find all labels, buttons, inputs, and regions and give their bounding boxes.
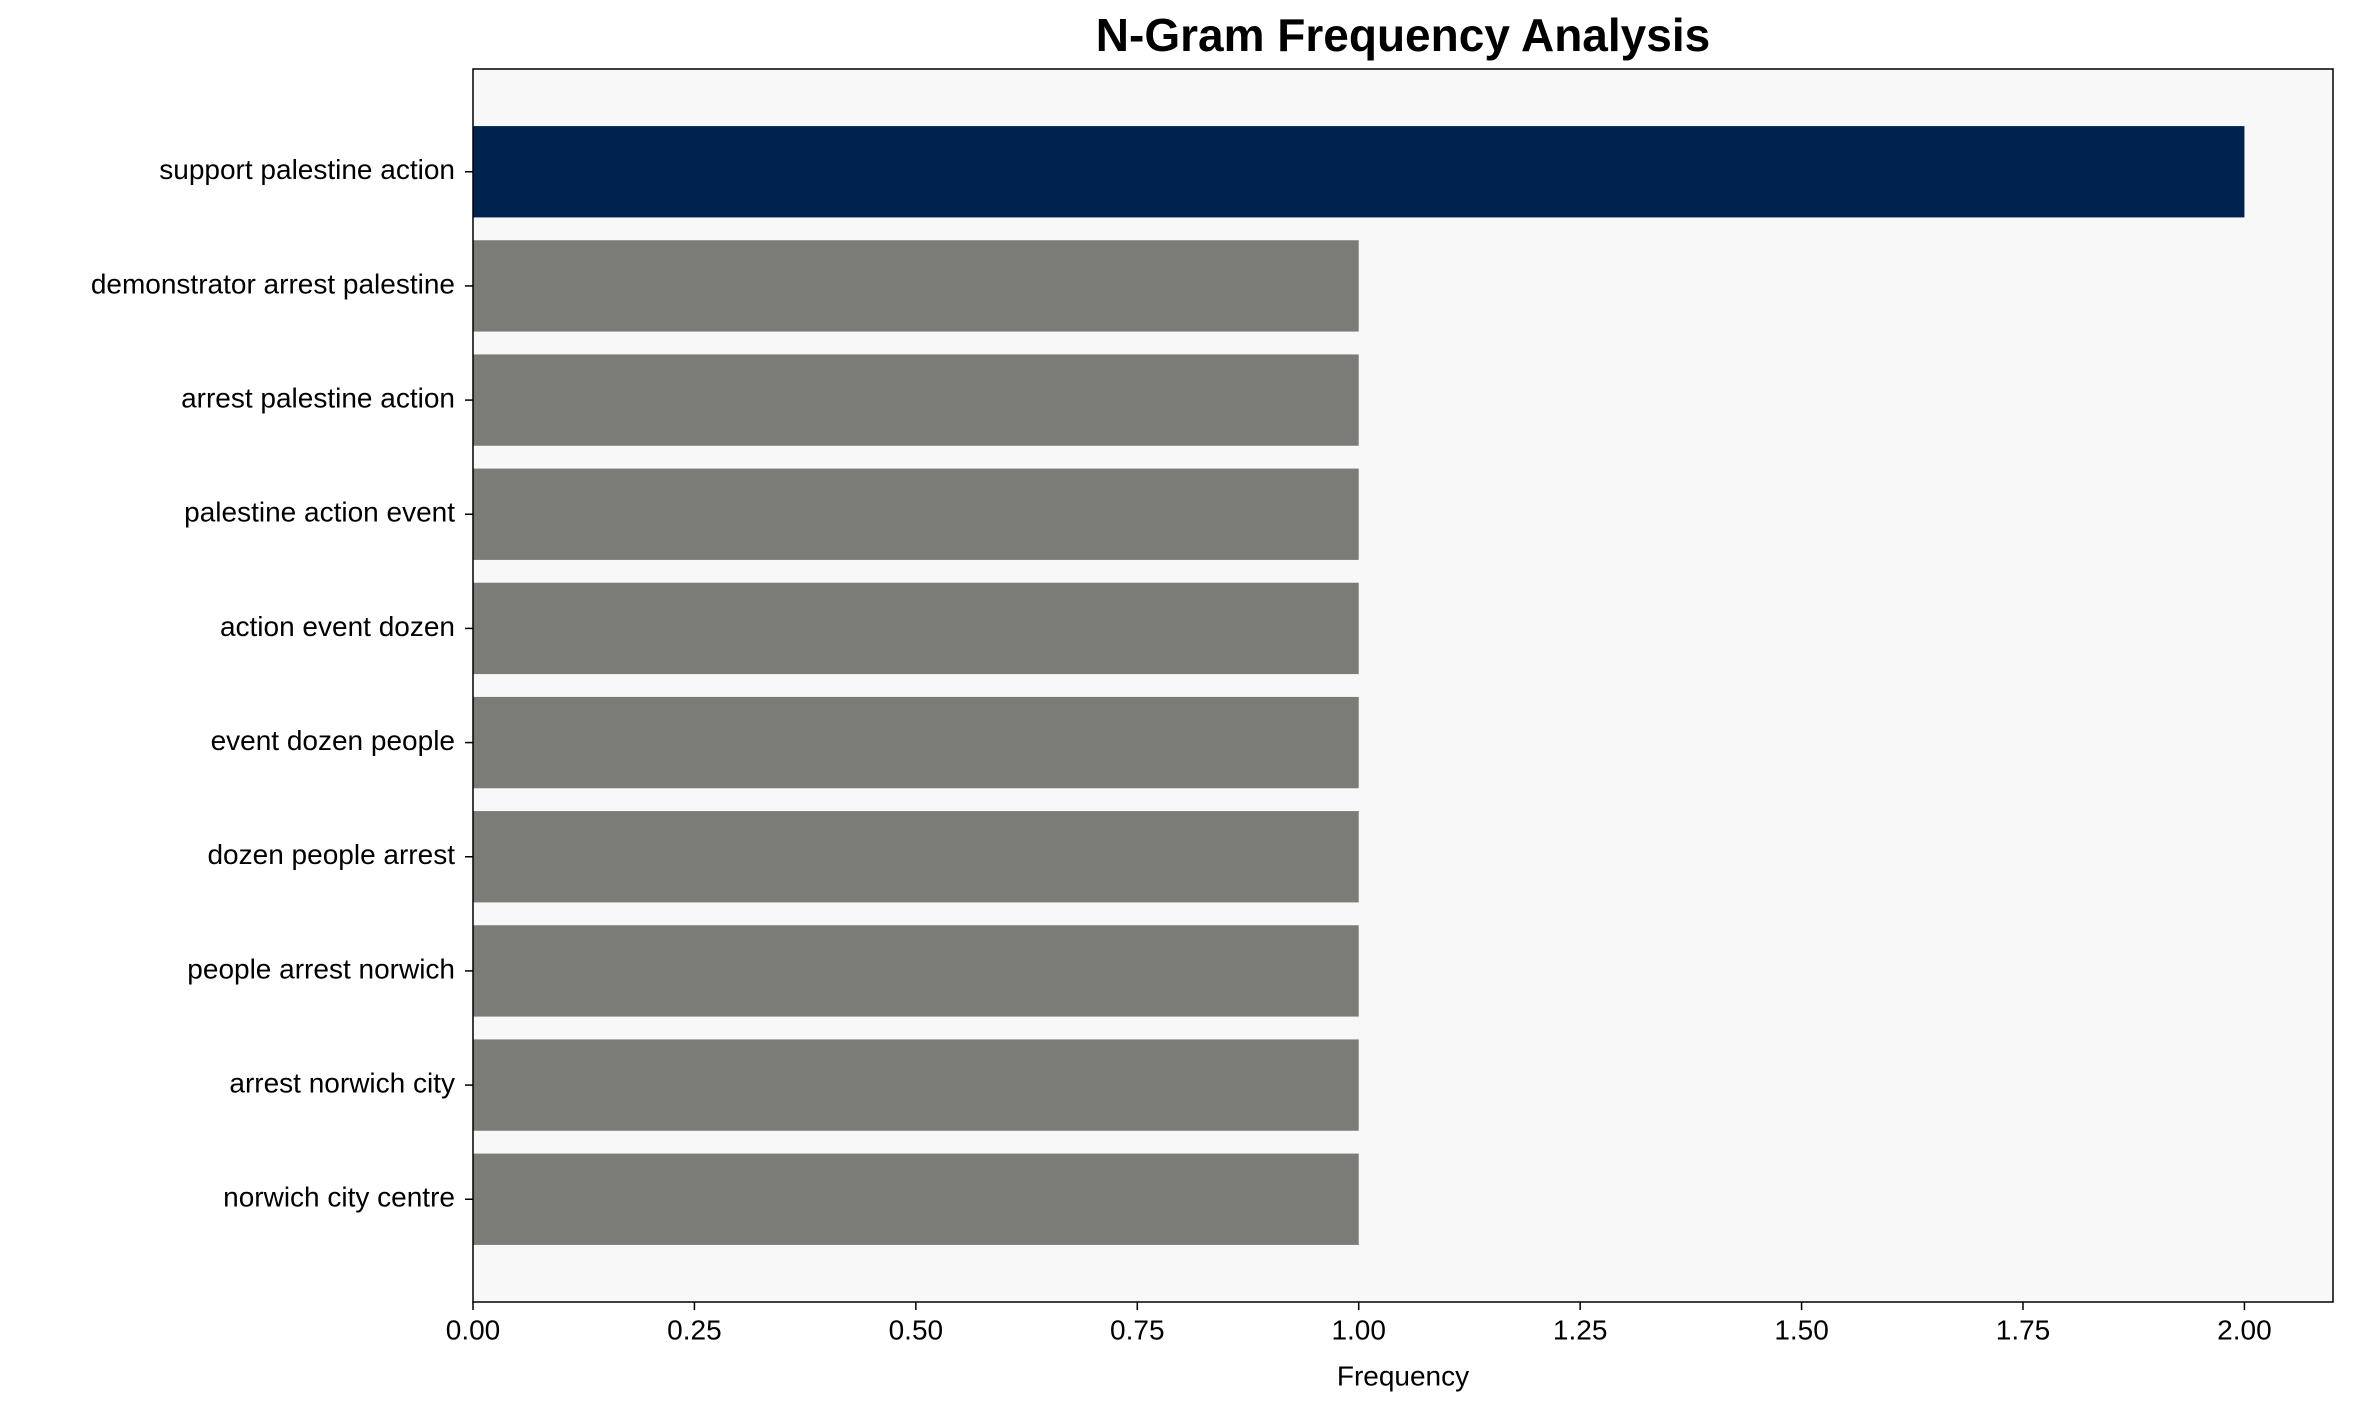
x-tick-label: 0.25 xyxy=(667,1314,722,1345)
bar xyxy=(473,354,1359,446)
x-tick-label: 2.00 xyxy=(2217,1314,2272,1345)
y-tick-label: action event dozen xyxy=(220,611,455,642)
y-tick-label: norwich city centre xyxy=(223,1182,455,1213)
x-tick-label: 0.75 xyxy=(1110,1314,1165,1345)
y-tick-label: arrest norwich city xyxy=(229,1067,455,1098)
chart-title: N-Gram Frequency Analysis xyxy=(1096,9,1710,61)
x-tick-label: 1.75 xyxy=(1996,1314,2051,1345)
y-tick-label: palestine action event xyxy=(184,497,455,528)
y-tick-label: demonstrator arrest palestine xyxy=(91,268,455,299)
x-tick-label: 1.00 xyxy=(1331,1314,1386,1345)
x-tick-label: 0.50 xyxy=(889,1314,944,1345)
x-tick-label: 0.00 xyxy=(446,1314,501,1345)
x-axis-label: Frequency xyxy=(1337,1360,1469,1391)
y-tick-label: support palestine action xyxy=(159,154,455,185)
y-tick-label: people arrest norwich xyxy=(187,953,455,984)
bar xyxy=(473,925,1359,1017)
bar xyxy=(473,240,1359,332)
bar xyxy=(473,696,1359,789)
x-tick-label: 1.50 xyxy=(1774,1314,1829,1345)
y-tick-label: event dozen people xyxy=(211,725,455,756)
bar xyxy=(473,811,1359,903)
bar xyxy=(473,582,1359,675)
bar xyxy=(473,468,1359,560)
y-tick-label: dozen people arrest xyxy=(207,839,455,870)
y-tick-label: arrest palestine action xyxy=(181,382,455,413)
bar xyxy=(473,126,2245,218)
bar xyxy=(473,1039,1359,1131)
plot-frame xyxy=(472,68,2334,1303)
x-tick-label: 1.25 xyxy=(1553,1314,1608,1345)
bar xyxy=(473,1153,1359,1245)
